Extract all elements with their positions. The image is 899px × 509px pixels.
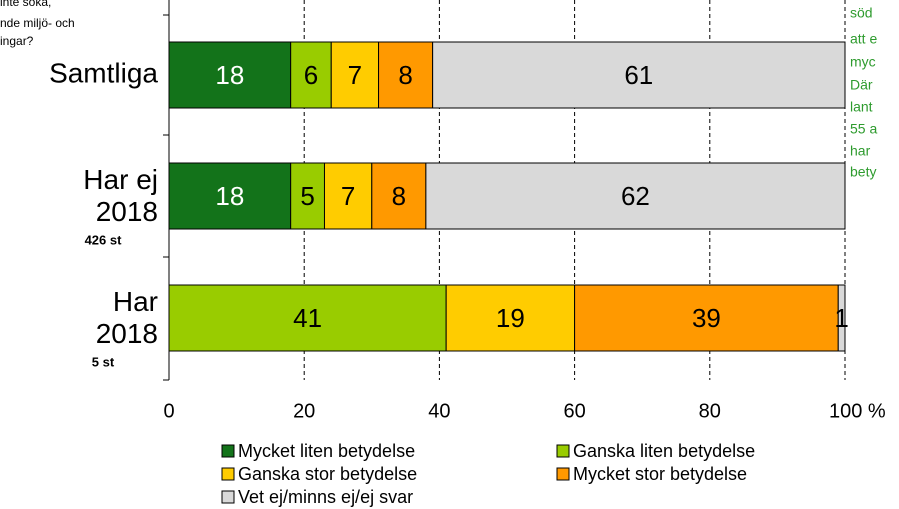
bar-segment bbox=[290, 162, 325, 230]
data-label: 18 bbox=[215, 181, 244, 211]
bar-segment bbox=[168, 284, 447, 352]
x-tick-label: 60 bbox=[563, 400, 585, 422]
annotation: lant bbox=[850, 99, 873, 115]
data-label: 19 bbox=[496, 303, 525, 333]
bar-segment bbox=[323, 162, 373, 230]
bar-segment bbox=[290, 41, 332, 109]
annotation: inte söka, bbox=[0, 0, 51, 9]
annotation: har bbox=[850, 143, 871, 159]
legend-label: Vet ej/minns ej/ej svar bbox=[238, 487, 413, 507]
data-label: 8 bbox=[398, 60, 412, 90]
legend-swatch bbox=[221, 467, 235, 481]
annotation: att e bbox=[850, 31, 877, 47]
category-note: 5 st bbox=[92, 354, 115, 369]
legend-label: Ganska stor betydelse bbox=[238, 464, 417, 484]
y-tick-label: Har ej 2018 bbox=[83, 164, 158, 227]
annotation: ingar? bbox=[0, 34, 34, 48]
y-tick-label: Har 2018 bbox=[96, 286, 158, 349]
bar-segment bbox=[330, 41, 380, 109]
data-label: 1 bbox=[834, 303, 848, 333]
x-tick-label: 80 bbox=[699, 400, 721, 422]
annotation: bety bbox=[850, 164, 876, 180]
annotation: söd bbox=[850, 5, 873, 21]
bar-segment bbox=[378, 41, 434, 109]
legend-swatch bbox=[556, 444, 570, 458]
data-label: 62 bbox=[621, 181, 650, 211]
data-label: 5 bbox=[300, 181, 314, 211]
annotation: myc bbox=[850, 54, 876, 70]
data-label: 6 bbox=[304, 60, 318, 90]
category-note: 426 st bbox=[85, 232, 123, 247]
bar-segment bbox=[425, 162, 846, 230]
annotation: 55 a bbox=[850, 121, 877, 137]
annotation: Där bbox=[850, 77, 873, 93]
x-tick-label: 20 bbox=[293, 400, 315, 422]
data-label: 18 bbox=[215, 60, 244, 90]
legend-label: Mycket stor betydelse bbox=[573, 464, 747, 484]
x-tick-label: 40 bbox=[428, 400, 450, 422]
data-label: 7 bbox=[348, 60, 362, 90]
data-label: 39 bbox=[692, 303, 721, 333]
bar-segment bbox=[371, 162, 427, 230]
legend-label: Mycket liten betydelse bbox=[238, 441, 415, 461]
bar-segment bbox=[837, 284, 846, 352]
x-tick-label: 100 % bbox=[829, 400, 886, 422]
data-label: 61 bbox=[624, 60, 653, 90]
legend-swatch bbox=[221, 444, 235, 458]
x-tick-label: 0 bbox=[163, 400, 174, 422]
data-label: 8 bbox=[392, 181, 406, 211]
bar-segment bbox=[168, 162, 292, 230]
data-label: 7 bbox=[341, 181, 355, 211]
legend-swatch bbox=[221, 490, 235, 504]
y-tick-label: Samtliga bbox=[49, 57, 158, 88]
legend-label: Ganska liten betydelse bbox=[573, 441, 755, 461]
legend-swatch bbox=[556, 467, 570, 481]
bar-segment bbox=[574, 284, 839, 352]
bar-segment bbox=[432, 41, 846, 109]
data-label: 41 bbox=[293, 303, 322, 333]
annotation: nde miljö- och bbox=[0, 16, 75, 30]
bar-segment bbox=[445, 284, 576, 352]
